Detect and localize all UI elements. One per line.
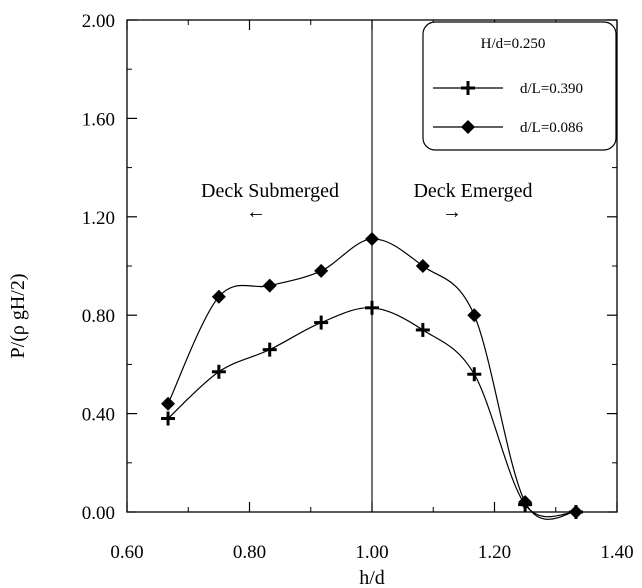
legend-entry-1: d/L=0.390 xyxy=(520,81,583,97)
data-point-plus xyxy=(467,367,482,382)
data-point-diamond xyxy=(568,505,583,519)
data-point-diamond xyxy=(161,396,176,411)
data-point-diamond xyxy=(518,495,533,510)
data-point-plus xyxy=(365,300,379,315)
annotation-deck-submerged: Deck Submerged xyxy=(201,180,339,202)
data-point-diamond xyxy=(211,289,226,304)
legend-diamond-marker-icon xyxy=(461,120,475,134)
data-point-diamond xyxy=(365,231,379,246)
y-axis-title: P/(ρ gH/2) xyxy=(7,274,29,359)
series-line xyxy=(167,307,577,518)
x-tick-label: 1.40 xyxy=(600,542,633,563)
y-tick-label: 2.00 xyxy=(82,11,115,32)
x-tick-label: 1.00 xyxy=(355,542,388,563)
y-tick-label: 1.20 xyxy=(82,208,115,229)
data-point-diamond xyxy=(262,278,277,293)
y-tick-label: 0.00 xyxy=(82,503,115,524)
data-point-plus xyxy=(314,315,329,330)
y-tick-label: 0.80 xyxy=(82,306,115,327)
x-axis-title: h/d xyxy=(359,567,385,588)
data-point-plus xyxy=(161,411,176,426)
legend-marker xyxy=(461,120,475,134)
series-2 xyxy=(161,231,583,520)
data-point-diamond xyxy=(467,308,482,323)
data-point-plus xyxy=(262,342,277,357)
left-arrow-icon: ← xyxy=(246,201,266,223)
legend-entry-2: d/L=0.086 xyxy=(520,120,584,136)
x-tick-label: 0.80 xyxy=(233,542,266,563)
legend-plus-marker-icon xyxy=(461,81,475,95)
axis-ticks: 0.60 0.80 1.00 1.20 1.40 0.00 0.40 0.80 1.20 1.60… xyxy=(82,11,634,563)
x-tick-label: 1.20 xyxy=(478,542,511,563)
legend-header: H/d=0.250 xyxy=(481,36,546,52)
legend: H/d=0.250 d/L=0.390 d/L=0.086 xyxy=(422,21,617,151)
annotation-deck-emerged: Deck Emerged xyxy=(413,180,532,202)
right-arrow-icon: → xyxy=(442,201,462,223)
series-layer xyxy=(161,231,583,520)
data-point-diamond xyxy=(415,259,430,273)
legend-box xyxy=(422,21,617,151)
legend-marker xyxy=(461,81,475,95)
y-tick-label: 0.40 xyxy=(82,405,115,426)
x-tick-label: 0.60 xyxy=(110,542,143,563)
data-point-plus xyxy=(415,322,430,337)
data-point-plus xyxy=(211,364,226,379)
y-tick-label: 1.60 xyxy=(82,109,115,130)
data-point-diamond xyxy=(314,263,329,278)
